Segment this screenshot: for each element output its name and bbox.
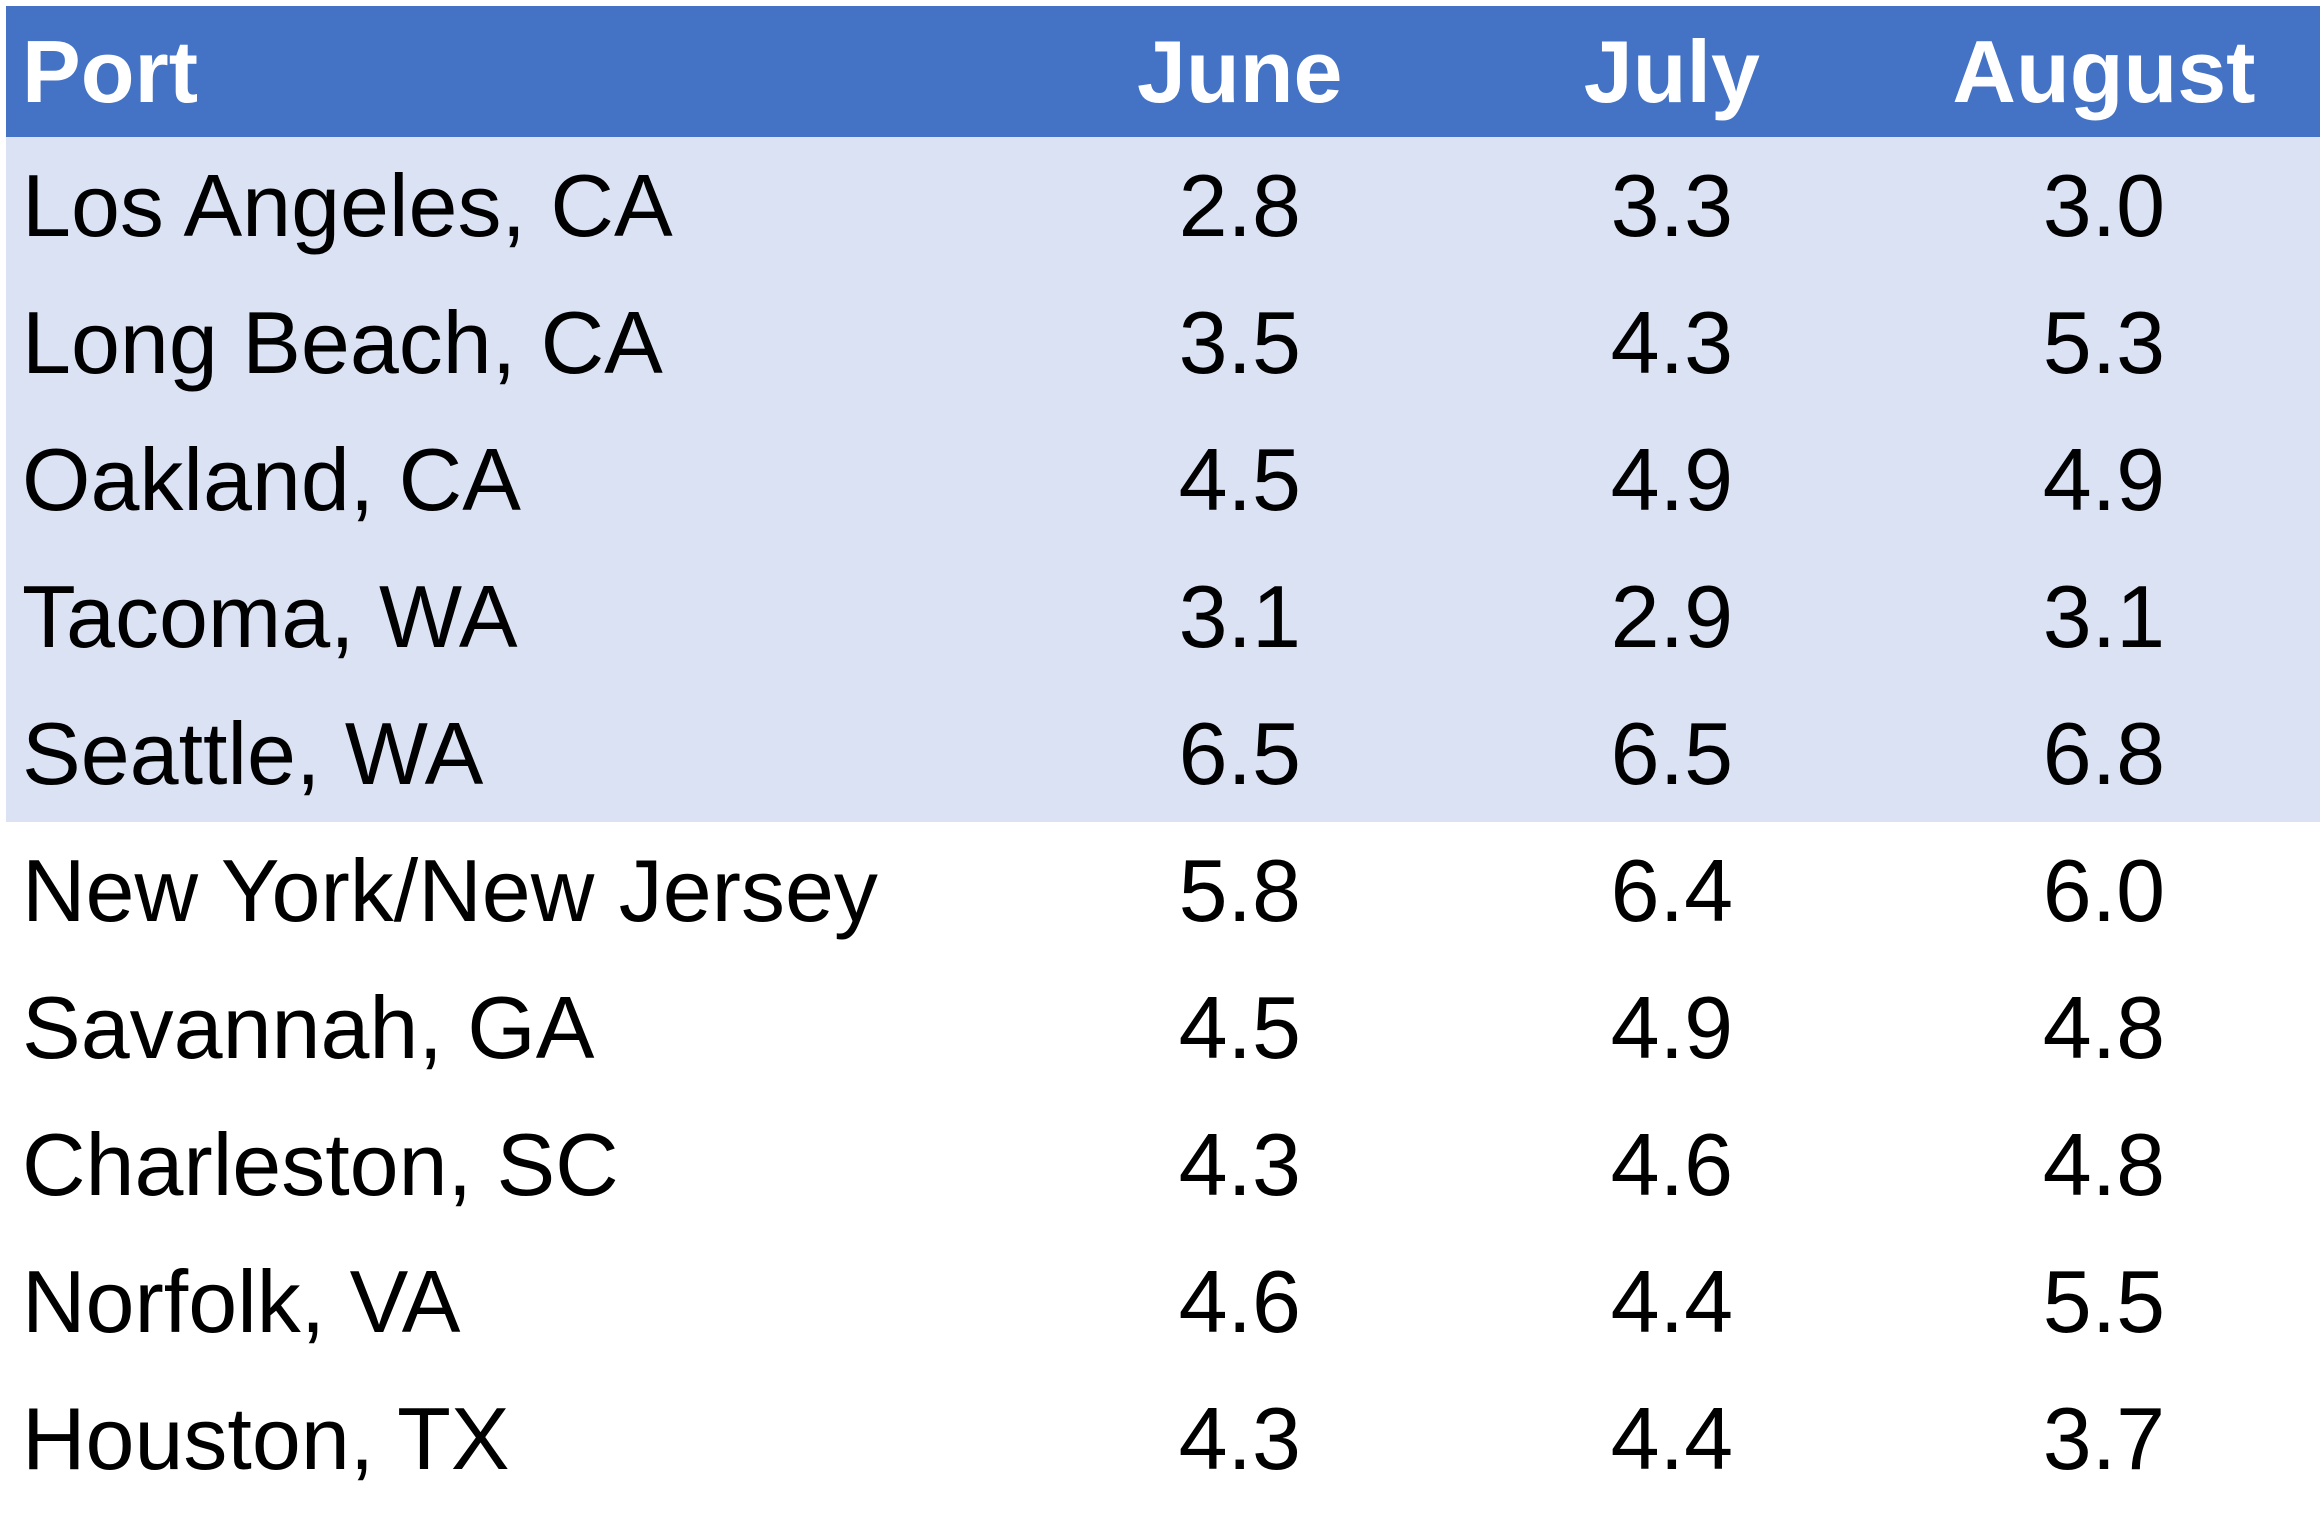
port-cell: New York/New Jersey xyxy=(22,840,878,940)
august-cell: 5.3 xyxy=(2042,292,2166,392)
june-cell: 6.5 xyxy=(1178,703,1301,803)
port-cell: Long Beach, CA xyxy=(22,292,663,392)
port-cell: Charleston, SC xyxy=(22,1114,619,1214)
table-body: Los Angeles, CA 2.8 3.3 3.0 Long Beach, CA 3.… xyxy=(6,137,2320,1507)
june-cell: 4.5 xyxy=(1178,429,1301,529)
table-row: Houston, TX 4.3 4.4 3.7 xyxy=(6,1370,2320,1507)
table-row: Savannah, GA 4.5 4.9 4.8 xyxy=(6,959,2320,1096)
july-cell: 4.6 xyxy=(1610,1114,1734,1214)
july-cell: 4.4 xyxy=(1610,1388,1734,1488)
table-row: Norfolk, VA 4.6 4.4 5.5 xyxy=(6,1233,2320,1370)
port-cell: Savannah, GA xyxy=(22,977,595,1077)
port-cell: Tacoma, WA xyxy=(22,566,518,666)
june-cell: 4.3 xyxy=(1178,1114,1301,1214)
header-june: June xyxy=(1137,21,1343,121)
header-port: Port xyxy=(22,21,198,121)
june-cell: 5.8 xyxy=(1178,840,1301,940)
header-august: August xyxy=(1952,21,2256,121)
june-cell: 3.1 xyxy=(1178,566,1301,666)
july-cell: 4.4 xyxy=(1610,1251,1734,1351)
august-cell: 6.0 xyxy=(2042,840,2166,940)
august-cell: 3.0 xyxy=(2042,155,2166,255)
june-cell: 4.3 xyxy=(1178,1388,1301,1488)
july-cell: 2.9 xyxy=(1610,566,1734,666)
table-row: Charleston, SC 4.3 4.6 4.8 xyxy=(6,1096,2320,1233)
june-cell: 2.8 xyxy=(1178,155,1301,255)
port-cell: Houston, TX xyxy=(22,1388,510,1488)
june-cell: 4.6 xyxy=(1178,1251,1301,1351)
port-cell: Los Angeles, CA xyxy=(22,155,673,255)
july-cell: 4.9 xyxy=(1610,429,1734,529)
july-cell: 4.3 xyxy=(1610,292,1734,392)
port-cell: Norfolk, VA xyxy=(22,1251,461,1351)
table-row: Seattle, WA 6.5 6.5 6.8 xyxy=(6,685,2320,822)
table-row: Tacoma, WA 3.1 2.9 3.1 xyxy=(6,548,2320,685)
port-cell: Seattle, WA xyxy=(22,703,484,803)
august-cell: 5.5 xyxy=(2042,1251,2166,1351)
august-cell: 3.7 xyxy=(2042,1388,2166,1488)
table-row: New York/New Jersey 5.8 6.4 6.0 xyxy=(6,822,2320,959)
july-cell: 3.3 xyxy=(1610,155,1734,255)
august-cell: 6.8 xyxy=(2042,703,2166,803)
port-data-table: Port June July August Los Angeles, CA 2.8… xyxy=(6,6,2320,1507)
table-row: Long Beach, CA 3.5 4.3 5.3 xyxy=(6,274,2320,411)
august-cell: 4.8 xyxy=(2042,977,2166,1077)
table-row: Oakland, CA 4.5 4.9 4.9 xyxy=(6,411,2320,548)
table-row: Los Angeles, CA 2.8 3.3 3.0 xyxy=(6,137,2320,274)
july-cell: 4.9 xyxy=(1610,977,1734,1077)
july-cell: 6.4 xyxy=(1610,840,1734,940)
port-cell: Oakland, CA xyxy=(22,429,521,529)
june-cell: 3.5 xyxy=(1178,292,1301,392)
august-cell: 4.8 xyxy=(2042,1114,2166,1214)
header-july: July xyxy=(1583,21,1760,121)
table-header-row: Port June July August xyxy=(6,6,2320,137)
august-cell: 4.9 xyxy=(2042,429,2166,529)
august-cell: 3.1 xyxy=(2042,566,2166,666)
june-cell: 4.5 xyxy=(1178,977,1301,1077)
july-cell: 6.5 xyxy=(1610,703,1734,803)
